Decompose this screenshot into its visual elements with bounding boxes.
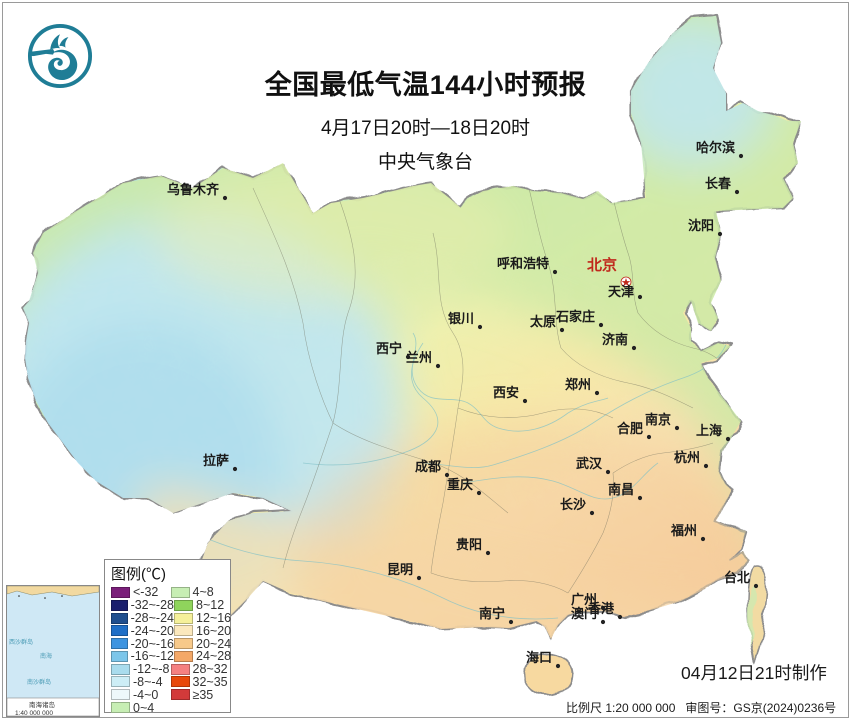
svg-text:南海诸岛: 南海诸岛 (29, 700, 55, 709)
svg-text:南海: 南海 (40, 652, 52, 660)
svg-text:南沙群岛: 南沙群岛 (27, 678, 51, 686)
svg-text:西沙群岛: 西沙群岛 (9, 638, 33, 646)
svg-text:1:40 000 000: 1:40 000 000 (15, 710, 53, 716)
